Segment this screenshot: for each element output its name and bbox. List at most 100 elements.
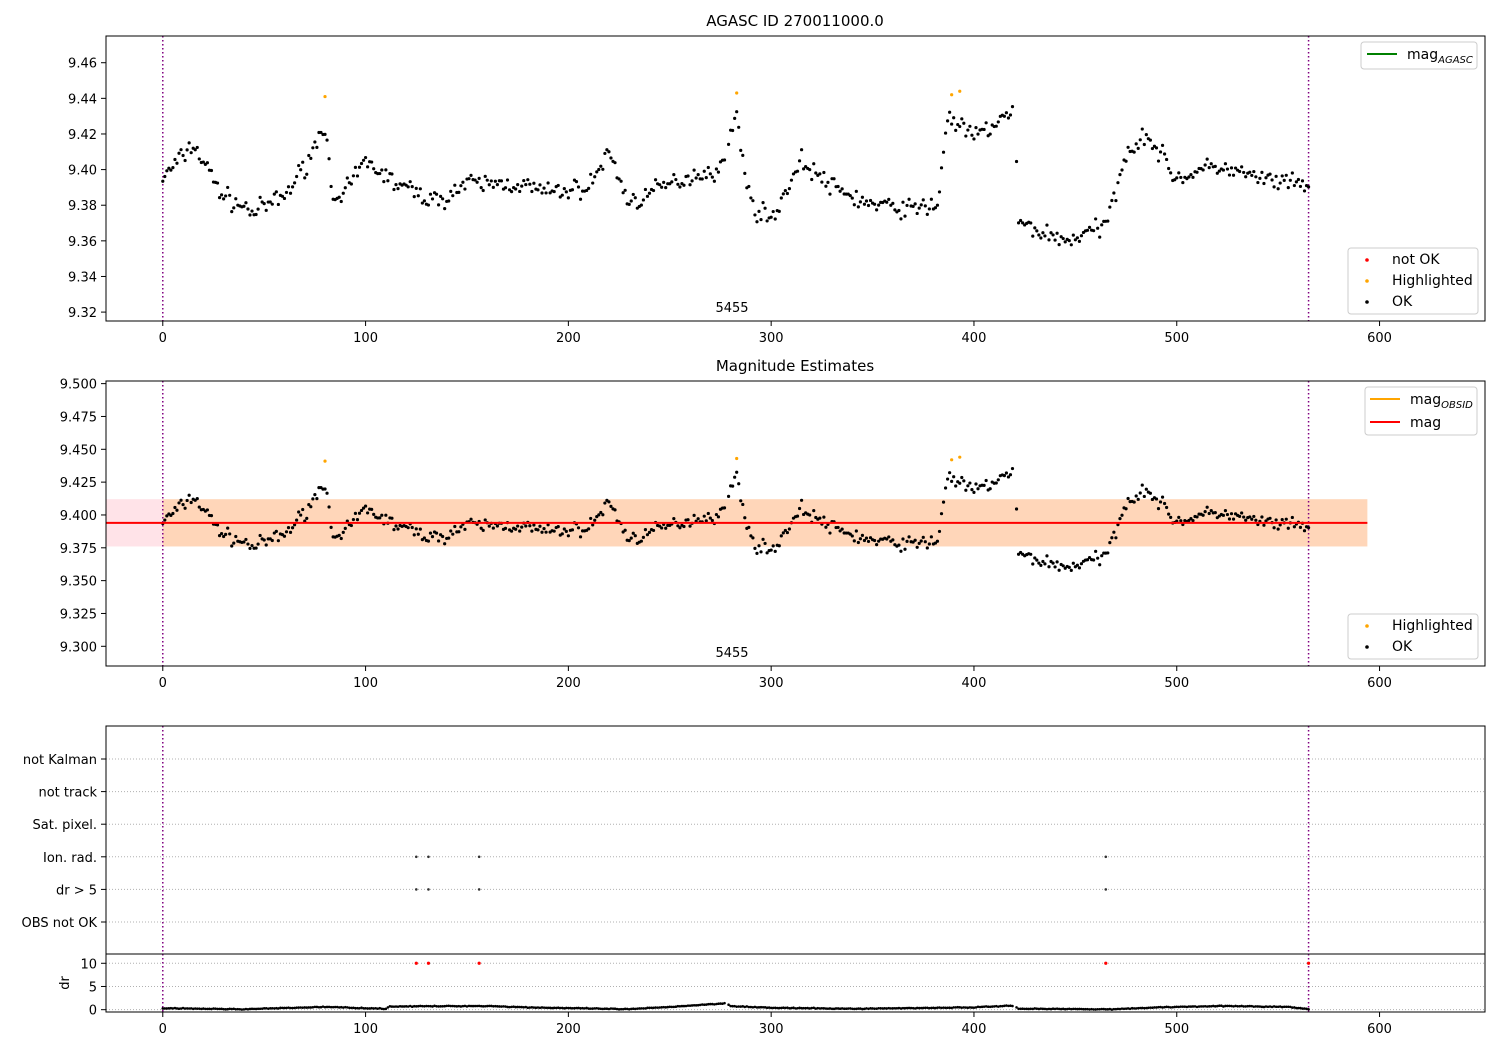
dr-point	[838, 1007, 842, 1010]
dr-point	[1183, 1005, 1187, 1008]
ok-point	[591, 181, 595, 185]
dr-point	[1009, 1004, 1012, 1008]
dr-point	[358, 1006, 361, 1010]
dr-point	[970, 1006, 974, 1009]
ok-point	[984, 121, 988, 125]
ok-point	[781, 192, 785, 196]
dr-point	[1197, 1005, 1201, 1008]
dr-point	[356, 1006, 359, 1010]
ok-point	[763, 541, 767, 546]
ok-point	[1148, 138, 1152, 142]
ok-point	[1221, 168, 1225, 172]
panel2-xtick-label: 200	[556, 676, 581, 691]
dr-point	[191, 1007, 195, 1011]
ok-point	[587, 186, 591, 191]
ok-point	[970, 487, 974, 492]
panel1-x-axis: 0 100 200 300 400 500 600	[159, 321, 1392, 346]
dr-point	[676, 1004, 680, 1008]
panel2-xtick-label: 100	[353, 676, 378, 691]
ok-point	[1264, 176, 1268, 180]
dr-point	[335, 1005, 339, 1009]
ok-point	[181, 502, 185, 507]
ok-point	[189, 151, 193, 155]
dr-point	[577, 1006, 580, 1010]
panel2-ytick-label: 9.400	[60, 509, 97, 524]
dr-point	[161, 1007, 165, 1010]
ok-point	[1298, 184, 1303, 189]
dr-point	[445, 1004, 448, 1008]
ok-point	[1201, 168, 1205, 172]
ok-point	[708, 172, 712, 176]
dr-point	[946, 1006, 949, 1010]
panel2-ytick-label: 9.450	[60, 443, 97, 458]
ok-point	[1195, 515, 1199, 519]
ok-point	[372, 167, 376, 171]
ok-point	[1229, 512, 1234, 516]
dr-point	[986, 1005, 990, 1009]
ok-point	[514, 187, 518, 191]
dr-point	[390, 1005, 394, 1008]
dr-point	[765, 1006, 769, 1009]
ok-point	[773, 217, 777, 221]
ok-point	[1276, 187, 1280, 191]
ok-point	[392, 187, 396, 192]
dr-point	[1272, 1005, 1276, 1008]
ok-point	[1207, 511, 1211, 516]
ok-point	[1290, 171, 1294, 175]
ok-point	[270, 538, 274, 543]
ok-point	[301, 160, 305, 164]
ok-point	[171, 511, 175, 516]
dr-point	[887, 1006, 891, 1010]
dr-point	[1063, 1007, 1067, 1011]
ok-point	[712, 179, 716, 183]
ok-point	[288, 530, 293, 535]
dr-point	[771, 1006, 775, 1010]
dr-point	[329, 1005, 333, 1009]
ok-point	[1116, 181, 1120, 185]
ok-point	[256, 207, 260, 211]
ok-point	[872, 538, 877, 543]
ok-point	[629, 536, 633, 540]
ok-point	[1306, 185, 1311, 189]
flag-point	[414, 888, 418, 891]
ok-point	[812, 509, 816, 513]
legend2-highlighted-label: Highlighted	[1392, 618, 1473, 634]
dr-point	[516, 1005, 519, 1009]
dr-point	[469, 1004, 473, 1008]
ok-point	[459, 525, 463, 529]
dr-point	[794, 1007, 797, 1010]
ok-point	[726, 142, 731, 146]
ok-point	[428, 192, 433, 196]
ok-point	[694, 176, 698, 180]
panel1-ytick-label: 9.44	[68, 92, 97, 107]
ok-point	[475, 180, 479, 184]
dr-point	[664, 1006, 668, 1009]
ok-point	[1167, 512, 1171, 516]
ok-point	[607, 150, 611, 154]
panel4-gridlines	[106, 962, 1485, 1011]
ok-point	[651, 188, 656, 193]
ok-point	[197, 505, 201, 509]
ok-point	[1071, 233, 1075, 237]
dr-point	[287, 1006, 290, 1009]
ok-point	[215, 523, 220, 527]
dr-point	[763, 1006, 767, 1009]
ok-point	[1160, 143, 1165, 147]
dr-point	[814, 1007, 818, 1010]
ok-point	[1298, 525, 1303, 529]
dr-point	[449, 1004, 453, 1008]
ok-point	[1047, 238, 1051, 242]
ok-point	[716, 515, 721, 519]
dr-point	[907, 1006, 911, 1010]
ok-point	[351, 174, 356, 178]
ok-point	[858, 537, 862, 541]
ok-point	[915, 211, 919, 216]
ok-point	[179, 148, 183, 152]
ok-point	[714, 167, 719, 171]
dr-point	[921, 1006, 925, 1010]
panel4-ylabel: dr	[58, 976, 73, 990]
ok-point	[972, 490, 976, 494]
ok-point	[828, 531, 832, 535]
ok-point	[645, 194, 650, 198]
panel1-annotation: 5455	[715, 301, 748, 316]
